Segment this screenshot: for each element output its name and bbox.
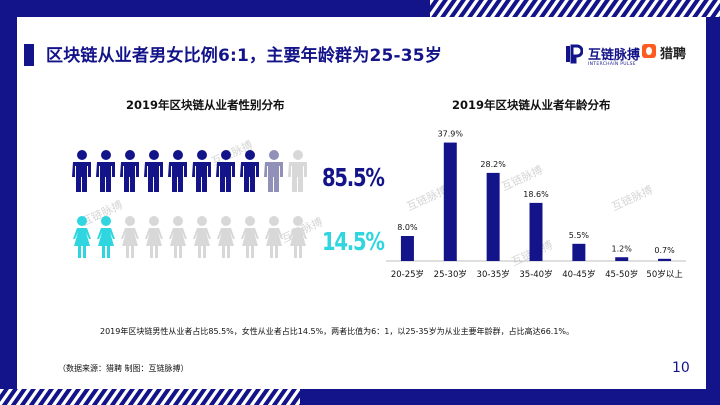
bar-value-label: 18.6% — [523, 190, 549, 199]
bar-value-label: 37.9% — [438, 130, 464, 139]
bar-value-label: 0.7% — [654, 246, 675, 255]
female-figure-icon — [97, 216, 115, 258]
male-figure-icon — [216, 150, 235, 192]
x-tick-label: 20-25岁 — [391, 269, 424, 280]
age-bar — [572, 243, 586, 261]
age-bar — [615, 257, 629, 261]
bar-value-label: 5.5% — [569, 231, 590, 240]
male-figure-icon — [72, 150, 91, 192]
stripe-decoration-top-right — [430, 0, 720, 17]
male-figure-icon — [264, 150, 283, 192]
page-number: 10 — [672, 360, 690, 376]
gender-chart-title: 2019年区块链从业者性别分布 — [126, 98, 285, 112]
age-bar — [529, 202, 543, 261]
bar-value-label: 1.2% — [612, 244, 633, 253]
male-figure-icon — [240, 150, 259, 192]
male-figure-icon — [96, 150, 115, 192]
age-bar — [443, 142, 457, 261]
hulian-logo-mark-icon — [566, 44, 583, 64]
female-figure-icon — [169, 216, 187, 258]
x-tick-label: 25-30岁 — [434, 269, 467, 280]
bar-value-label: 8.0% — [397, 223, 418, 232]
female-figure-icon — [193, 216, 211, 258]
x-tick-label: 50岁以上 — [646, 269, 683, 280]
male-figure-icon — [168, 150, 187, 192]
hulian-logo-name: 互链脉搏 — [588, 48, 641, 63]
liepin-logo: 猎聘 — [642, 42, 712, 64]
female-figure-icon — [121, 216, 139, 258]
male-figure-icon — [120, 150, 139, 192]
gender-pictograph — [72, 150, 307, 258]
age-bar — [658, 258, 672, 261]
male-figure-icon — [144, 150, 163, 192]
age-chart-title: 2019年区块链从业者年龄分布 — [452, 98, 611, 112]
female-figure-icon — [73, 216, 91, 258]
female-figure-icon — [145, 216, 163, 258]
stripe-decoration-bottom-left — [0, 389, 300, 405]
hulian-logo-sub: INTERCHAIN PULSE — [588, 62, 636, 67]
x-tick-label: 45-50岁 — [605, 269, 638, 280]
female-figure-icon — [289, 216, 307, 258]
female-percentage: 14.5% — [322, 227, 385, 256]
female-figure-icon — [241, 216, 259, 258]
liepin-logo-name: 猎聘 — [660, 47, 687, 62]
hulian-logo: 互链脉搏 INTERCHAIN PULSE — [565, 42, 655, 72]
male-figure-icon — [192, 150, 211, 192]
female-figure-icon — [217, 216, 235, 258]
x-tick-label: 40-45岁 — [562, 269, 595, 280]
bar-value-label: 28.2% — [480, 160, 506, 169]
age-bar-chart: 8.0% 20-25岁 37.9% 25-30岁 28.2% 30-35岁 18.6% 35-… — [386, 130, 686, 280]
male-percentage: 85.5% — [322, 163, 385, 192]
frame-right — [706, 0, 720, 405]
female-figure-icon — [265, 216, 283, 258]
x-tick-label: 35-40岁 — [519, 269, 552, 280]
page-title: 区块链从业者男女比例6:1，主要年龄群为25-35岁 — [46, 46, 443, 66]
male-figure-icon — [288, 150, 307, 192]
x-tick-label: 30-35岁 — [477, 269, 510, 280]
summary-text: 2019年区块链男性从业者占比85.5%，女性从业者占比14.5%，两者比值为6… — [100, 327, 575, 336]
age-bar — [400, 236, 414, 261]
liepin-logo-mark-icon — [642, 44, 656, 58]
age-bar — [486, 172, 500, 261]
frame-left — [0, 0, 17, 405]
source-note: （数据来源：猎聘 制图：互链脉搏） — [58, 364, 189, 373]
title-accent-bar — [24, 44, 34, 66]
